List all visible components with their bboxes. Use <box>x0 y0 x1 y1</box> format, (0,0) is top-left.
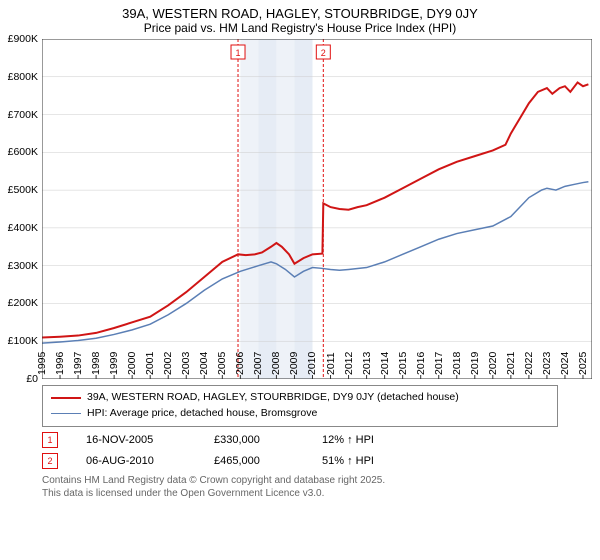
x-tick-label: 1998 <box>90 352 102 379</box>
x-tick-label: 2016 <box>415 352 427 379</box>
legend-label: HPI: Average price, detached house, Brom… <box>87 406 317 422</box>
x-tick-label: 2004 <box>198 352 210 379</box>
svg-text:1: 1 <box>236 48 241 58</box>
x-tick-label: 1995 <box>36 352 48 379</box>
transaction-delta: 51% ↑ HPI <box>322 455 374 467</box>
legend-swatch <box>51 413 81 415</box>
legend-item: 39A, WESTERN ROAD, HAGLEY, STOURBRIDGE, … <box>51 390 549 406</box>
page-subtitle: Price paid vs. HM Land Registry's House … <box>0 21 600 39</box>
x-tick-label: 2014 <box>379 352 391 379</box>
line-chart: 12 <box>42 39 592 379</box>
legend-label: 39A, WESTERN ROAD, HAGLEY, STOURBRIDGE, … <box>87 390 459 406</box>
transaction-price: £330,000 <box>214 434 294 446</box>
x-tick-label: 2001 <box>144 352 156 379</box>
transaction-marker: 2 <box>42 453 58 469</box>
x-tick-label: 2020 <box>487 352 499 379</box>
x-tick-label: 2012 <box>343 352 355 379</box>
transaction-date: 06-AUG-2010 <box>86 455 186 467</box>
transaction-row: 2 06-AUG-2010 £465,000 51% ↑ HPI <box>42 453 558 469</box>
transaction-price: £465,000 <box>214 455 294 467</box>
transaction-date: 16-NOV-2005 <box>86 434 186 446</box>
x-tick-label: 2025 <box>577 352 589 379</box>
x-tick-label: 2000 <box>126 352 138 379</box>
x-tick-label: 2007 <box>252 352 264 379</box>
y-tick-label: £900K <box>8 33 42 45</box>
page-title: 39A, WESTERN ROAD, HAGLEY, STOURBRIDGE, … <box>0 0 600 21</box>
x-tick-label: 2021 <box>505 352 517 379</box>
y-tick-label: £100K <box>8 335 42 347</box>
x-tick-label: 2010 <box>306 352 318 379</box>
x-tick-label: 2024 <box>559 352 571 379</box>
x-tick-label: 2005 <box>216 352 228 379</box>
transaction-delta: 12% ↑ HPI <box>322 434 374 446</box>
x-tick-label: 2013 <box>361 352 373 379</box>
chart-area: 12 £0£100K£200K£300K£400K£500K£600K£700K… <box>42 39 592 379</box>
x-tick-label: 1996 <box>54 352 66 379</box>
x-tick-label: 1997 <box>72 352 84 379</box>
x-tick-label: 2011 <box>325 352 337 379</box>
y-tick-label: £800K <box>8 71 42 83</box>
transaction-row: 1 16-NOV-2005 £330,000 12% ↑ HPI <box>42 432 558 448</box>
footer-line-2: This data is licensed under the Open Gov… <box>42 487 558 500</box>
legend-swatch <box>51 397 81 399</box>
y-tick-label: £200K <box>8 297 42 309</box>
transaction-table: 1 16-NOV-2005 £330,000 12% ↑ HPI 2 06-AUG-201… <box>42 432 558 469</box>
x-tick-label: 2006 <box>234 352 246 379</box>
y-tick-label: £600K <box>8 146 42 158</box>
x-tick-label: 2023 <box>541 352 553 379</box>
x-tick-label: 2003 <box>180 352 192 379</box>
y-tick-label: £300K <box>8 260 42 272</box>
transaction-marker: 1 <box>42 432 58 448</box>
svg-text:2: 2 <box>321 48 326 58</box>
y-tick-label: £400K <box>8 222 42 234</box>
y-tick-label: £500K <box>8 184 42 196</box>
x-tick-label: 2002 <box>162 352 174 379</box>
legend-item: HPI: Average price, detached house, Brom… <box>51 406 549 422</box>
x-tick-label: 2015 <box>397 352 409 379</box>
y-tick-label: £700K <box>8 109 42 121</box>
footer-attribution: Contains HM Land Registry data © Crown c… <box>42 474 558 500</box>
x-tick-label: 2017 <box>433 352 445 379</box>
x-tick-label: 2009 <box>288 352 300 379</box>
footer-line-1: Contains HM Land Registry data © Crown c… <box>42 474 558 487</box>
x-tick-label: 2008 <box>270 352 282 379</box>
x-tick-label: 2022 <box>523 352 535 379</box>
legend: 39A, WESTERN ROAD, HAGLEY, STOURBRIDGE, … <box>42 385 558 427</box>
x-tick-label: 2019 <box>469 352 481 379</box>
x-tick-label: 1999 <box>108 352 120 379</box>
x-tick-label: 2018 <box>451 352 463 379</box>
